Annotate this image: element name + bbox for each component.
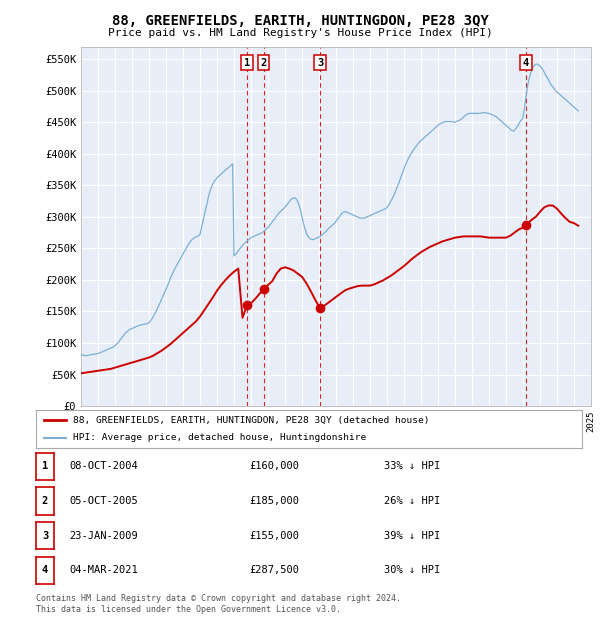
Text: 1: 1: [244, 58, 250, 68]
Text: HPI: Average price, detached house, Huntingdonshire: HPI: Average price, detached house, Hunt…: [73, 433, 367, 442]
Text: 30% ↓ HPI: 30% ↓ HPI: [384, 565, 440, 575]
Text: Price paid vs. HM Land Registry's House Price Index (HPI): Price paid vs. HM Land Registry's House …: [107, 28, 493, 38]
Text: 1: 1: [42, 461, 48, 471]
Text: £287,500: £287,500: [249, 565, 299, 575]
Text: 4: 4: [42, 565, 48, 575]
Text: 88, GREENFIELDS, EARITH, HUNTINGDON, PE28 3QY: 88, GREENFIELDS, EARITH, HUNTINGDON, PE2…: [112, 14, 488, 28]
Text: 39% ↓ HPI: 39% ↓ HPI: [384, 531, 440, 541]
Text: 04-MAR-2021: 04-MAR-2021: [69, 565, 138, 575]
Text: 4: 4: [523, 58, 529, 68]
Text: 08-OCT-2004: 08-OCT-2004: [69, 461, 138, 471]
Text: 05-OCT-2005: 05-OCT-2005: [69, 496, 138, 506]
Text: 3: 3: [42, 531, 48, 541]
Text: 3: 3: [317, 58, 323, 68]
Text: £185,000: £185,000: [249, 496, 299, 506]
Text: 33% ↓ HPI: 33% ↓ HPI: [384, 461, 440, 471]
Text: 2: 2: [42, 496, 48, 506]
Text: 26% ↓ HPI: 26% ↓ HPI: [384, 496, 440, 506]
Text: 23-JAN-2009: 23-JAN-2009: [69, 531, 138, 541]
Text: £160,000: £160,000: [249, 461, 299, 471]
Text: Contains HM Land Registry data © Crown copyright and database right 2024.
This d: Contains HM Land Registry data © Crown c…: [36, 595, 401, 614]
Text: 2: 2: [260, 58, 267, 68]
Text: 88, GREENFIELDS, EARITH, HUNTINGDON, PE28 3QY (detached house): 88, GREENFIELDS, EARITH, HUNTINGDON, PE2…: [73, 416, 430, 425]
Text: £155,000: £155,000: [249, 531, 299, 541]
